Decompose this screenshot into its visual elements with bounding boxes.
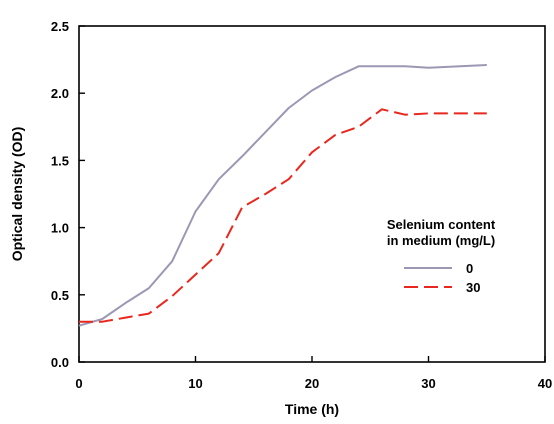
axis-tick-labels: 0 10 20 30 40 0.0 0.5 1.0 1.5 2.0 2.5: [51, 19, 552, 391]
axis-ticks: [78, 25, 546, 363]
x-tick-label: 30: [421, 376, 435, 391]
legend-label-series-1: 30: [466, 280, 480, 295]
y-axis-title: Optical density (OD): [9, 127, 25, 262]
y-tick-label: 0.0: [51, 355, 69, 370]
x-tick-label: 20: [305, 376, 319, 391]
plot-frame: [78, 25, 546, 363]
legend-title-line-2: in medium (mg/L): [387, 233, 495, 248]
x-tick-label: 40: [538, 376, 552, 391]
y-tick-label: 1.0: [51, 221, 69, 236]
series-line-1: [79, 108, 487, 323]
x-axis-title: Time (h): [285, 401, 339, 417]
x-tick-label: 10: [188, 376, 202, 391]
y-tick-label: 2.5: [51, 19, 69, 34]
y-tick-label: 0.5: [51, 288, 69, 303]
series-line-0: [78, 64, 487, 327]
x-tick-label: 0: [75, 376, 82, 391]
legend-label-series-0: 0: [466, 261, 473, 276]
y-tick-label: 2.0: [51, 86, 69, 101]
legend-title-line-1: Selenium content: [387, 217, 496, 232]
legend: Selenium content in medium (mg/L) 0 30: [387, 217, 496, 295]
series-layer: [78, 64, 487, 327]
y-tick-label: 1.5: [51, 153, 69, 168]
